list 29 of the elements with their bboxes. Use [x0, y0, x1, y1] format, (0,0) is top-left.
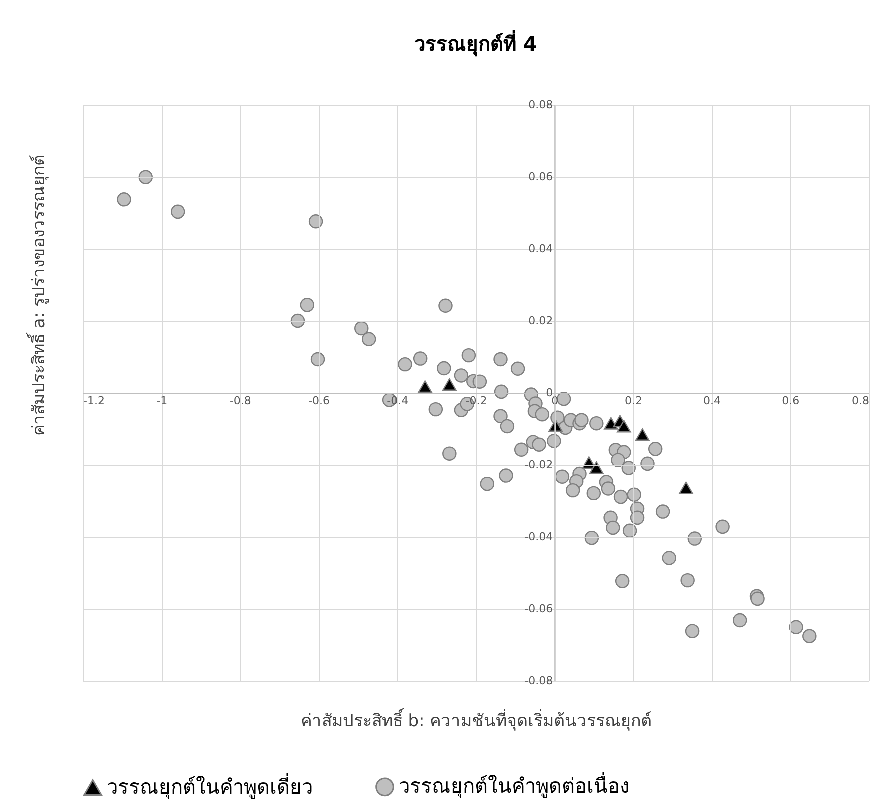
x-axis-title: ค่าสัมประสิทธิ์ b: ความชันที่จุดเริ่มต้นวรรณยุกต์	[300, 708, 652, 732]
x-tick-label: -1.2	[84, 394, 105, 408]
x-tick-label: -0.8	[230, 394, 252, 408]
x-tick-label: 0.2	[624, 394, 642, 408]
point	[418, 380, 432, 394]
point	[679, 482, 694, 494]
x-tick-label: 0.4	[704, 394, 722, 408]
y-tick-label: -0.08	[524, 674, 554, 688]
y-tick-label: -0.04	[524, 530, 554, 544]
y-tick-label: 0.04	[528, 242, 554, 256]
point	[636, 428, 650, 442]
x-tick-label: -1	[156, 394, 168, 408]
point	[604, 417, 618, 430]
point	[617, 420, 632, 433]
point	[442, 378, 457, 391]
legend-label: วรรณยุกต์ในคำพูดเดี่ยว	[107, 772, 313, 800]
x-tick-label: 0.8	[852, 394, 870, 408]
x-tick-label: 0.6	[782, 394, 800, 408]
chart-title: วรรณยุกต์ที่ 4	[414, 29, 538, 57]
y-tick-label: -0.02	[524, 458, 554, 472]
y-tick-label: 0	[546, 386, 554, 400]
y-tick-label: -0.06	[524, 602, 554, 616]
y-axis-title: ค่าสัมประสิทธิ์ a: รูปร่างของวรรณยุกต์	[26, 155, 50, 436]
y-tick-label: 0.06	[528, 170, 554, 184]
x-tick-label: -0.6	[308, 394, 330, 408]
y-tick-label: 0.08	[528, 98, 554, 112]
legend-label: วรรณยุกต์ในคำพูดต่อเนื่อง	[399, 772, 630, 800]
point	[590, 462, 604, 474]
y-tick-label: 0.02	[528, 314, 554, 328]
